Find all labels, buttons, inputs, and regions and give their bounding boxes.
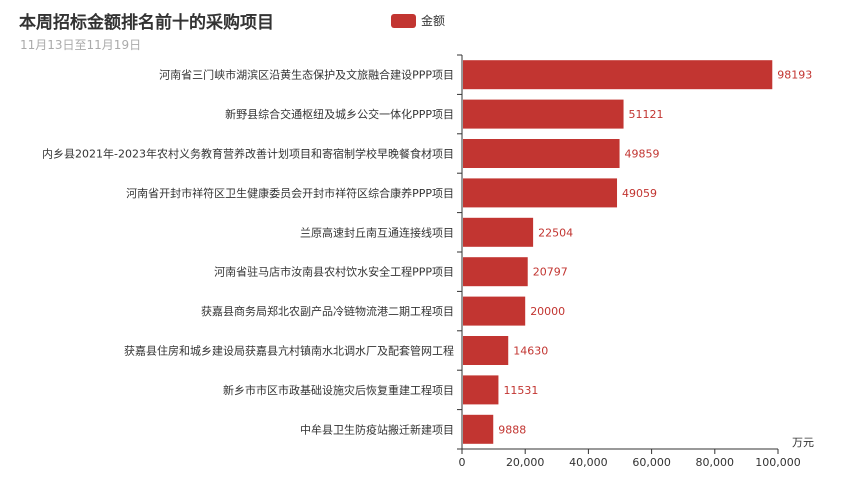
bar xyxy=(463,414,494,444)
bar xyxy=(463,217,534,247)
category-label: 新乡市市区市政基础设施灾后恢复重建工程项目 xyxy=(223,383,454,397)
bar xyxy=(463,336,509,365)
chart-title: 本周招标金额排名前十的采购项目 xyxy=(19,13,274,33)
data-label: 11531 xyxy=(503,384,538,397)
chart-subtitle: 11月13日至11月19日 xyxy=(20,38,142,52)
data-label: 14630 xyxy=(513,345,548,358)
legend-label: 金额 xyxy=(421,14,446,28)
bar xyxy=(463,178,618,208)
bar xyxy=(463,99,624,129)
x-tick-label: 60,000 xyxy=(632,456,671,469)
bar xyxy=(463,139,620,168)
category-label: 兰原高速封丘南互通连接线项目 xyxy=(300,225,454,239)
legend-swatch xyxy=(391,13,416,28)
category-label: 获嘉县住房和城乡建设局获嘉县亢村镇南水北调水厂及配套管网工程 xyxy=(124,344,454,358)
category-label: 新野县综合交通枢纽及城乡公交一体化PPP项目 xyxy=(225,107,454,121)
x-axis-unit-label: 万元 xyxy=(792,436,814,449)
x-tick-label: 40,000 xyxy=(569,456,608,469)
category-label: 获嘉县商务局郑北农副产品冷链物流港二期工程项目 xyxy=(201,304,454,318)
bar xyxy=(463,60,773,90)
bar xyxy=(463,375,499,405)
bar xyxy=(463,257,528,287)
data-label: 20000 xyxy=(530,305,565,318)
data-label: 49859 xyxy=(625,148,660,161)
category-label: 河南省三门峡市湖滨区沿黄生态保护及文旅融合建设PPP项目 xyxy=(159,68,454,82)
category-label: 中牟县卫生防疫站搬迁新建项目 xyxy=(300,422,454,436)
data-label: 20797 xyxy=(533,266,568,279)
category-label: 内乡县2021年-2023年农村义务教育营养改善计划项目和寄宿制学校早晚餐食材项… xyxy=(42,147,454,161)
bar xyxy=(463,296,526,326)
data-label: 9888 xyxy=(498,423,526,436)
data-label: 51121 xyxy=(629,108,664,121)
data-label: 22504 xyxy=(538,226,573,239)
legend[interactable]: 金额 xyxy=(391,12,445,29)
category-label: 河南省开封市祥符区卫生健康委员会开封市祥符区综合康养PPP项目 xyxy=(126,186,454,200)
data-label: 98193 xyxy=(777,69,812,82)
x-tick-label: 80,000 xyxy=(696,456,735,469)
x-tick-label: 0 xyxy=(459,456,466,469)
x-tick-label: 20,000 xyxy=(506,456,545,469)
category-label: 河南省驻马店市汝南县农村饮水安全工程PPP项目 xyxy=(214,265,454,279)
x-tick-label: 100,000 xyxy=(755,456,801,469)
data-label: 49059 xyxy=(622,187,657,200)
